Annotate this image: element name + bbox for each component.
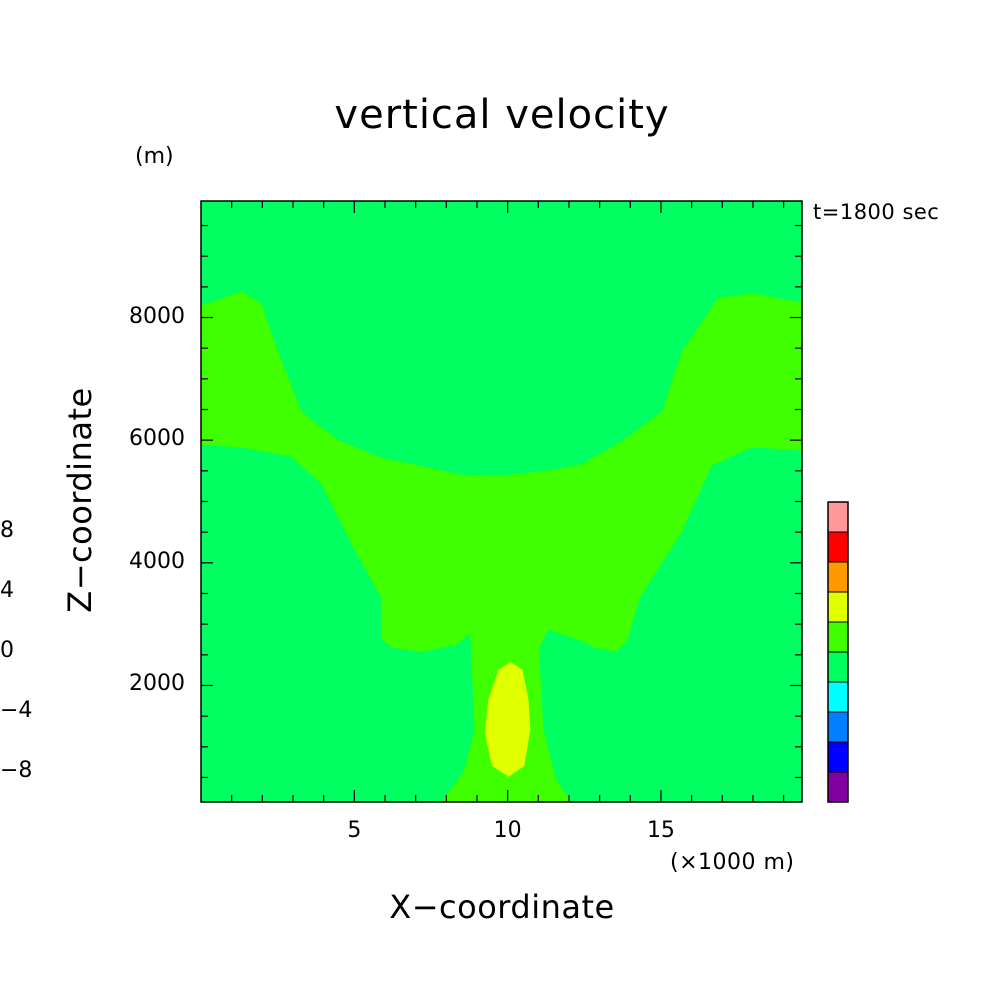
colorbar-swatch (827, 531, 849, 563)
colorbar-frame (827, 501, 849, 803)
x-axis-label: X−coordinate (389, 888, 615, 926)
y-tick-label: 4000 (129, 548, 185, 574)
contour-region-low-level-core (484, 662, 531, 777)
colorbar-swatch (827, 741, 849, 773)
contour-field (201, 201, 802, 802)
x-axis-unit: (×1000 m) (670, 850, 795, 875)
plot-axes (200, 200, 803, 803)
colorbar-swatch (827, 591, 849, 623)
x-tick-label: 5 (347, 818, 362, 843)
chart-title: vertical velocity (334, 92, 670, 138)
colorbar-tick-label: 0 (0, 638, 14, 663)
colorbar-tick-label: −8 (0, 758, 33, 783)
x-tick-label: 10 (493, 818, 522, 843)
contour-region-upper-core (419, 201, 596, 382)
x-tick-label: 15 (646, 818, 675, 843)
colorbar-swatch (827, 711, 849, 743)
colorbar-swatch (827, 681, 849, 713)
colorbar-tick-label: 4 (0, 578, 14, 603)
colorbar-swatch (827, 651, 849, 683)
colorbar-swatch (827, 621, 849, 653)
y-tick-label: 8000 (129, 303, 185, 329)
colorbar-tick-label: 8 (0, 518, 14, 543)
time-label: t=1800 sec (813, 200, 940, 224)
y-axis-unit: (m) (135, 144, 174, 169)
colorbar-swatch (827, 561, 849, 593)
y-tick-label: 2000 (129, 671, 185, 697)
y-axis-label: Z−coordinate (61, 387, 99, 613)
colorbar-tick-label: −4 (0, 698, 33, 723)
colorbar (827, 501, 849, 803)
contour-region-updraft-band (201, 291, 802, 802)
colorbar-swatch (827, 771, 849, 803)
colorbar-swatch (827, 501, 849, 533)
y-tick-label: 6000 (129, 426, 185, 452)
